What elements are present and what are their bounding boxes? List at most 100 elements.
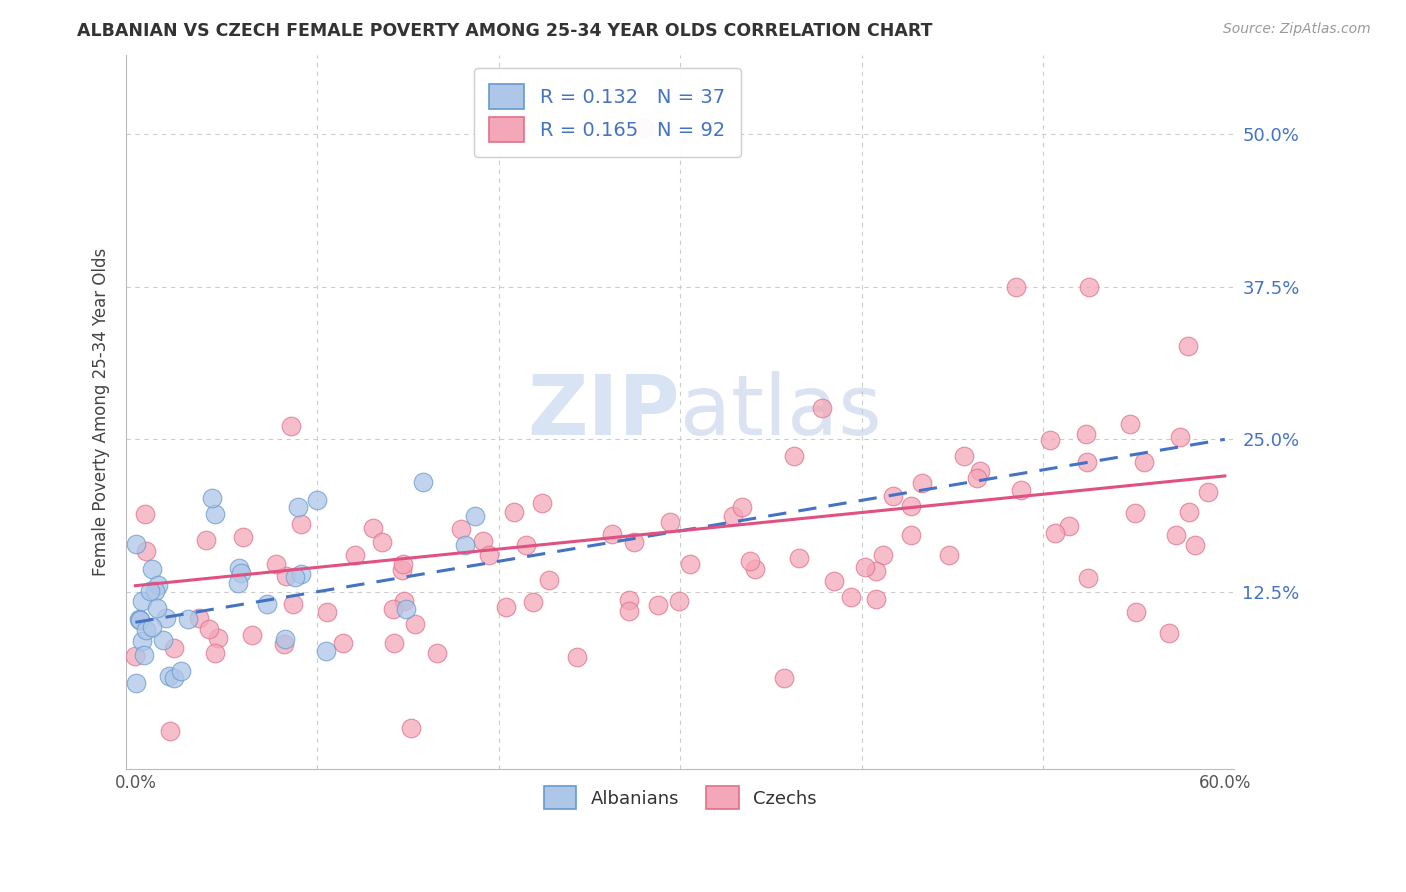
Point: [1077, 571, 1099, 585]
Point: [141, 561, 163, 575]
Point: [454, 538, 477, 552]
Point: [783, 449, 806, 463]
Point: [633, 121, 655, 136]
Point: [1159, 625, 1181, 640]
Point: [131, 593, 153, 607]
Point: [129, 613, 152, 627]
Point: [565, 649, 588, 664]
Point: [537, 573, 560, 587]
Point: [810, 401, 832, 416]
Legend: Albanians, Czechs: Albanians, Czechs: [536, 779, 824, 817]
Point: [273, 637, 295, 651]
Point: [204, 507, 226, 521]
Point: [853, 559, 876, 574]
Point: [865, 591, 887, 606]
Text: Source: ZipAtlas.com: Source: ZipAtlas.com: [1223, 22, 1371, 37]
Point: [361, 521, 384, 535]
Point: [1057, 519, 1080, 533]
Point: [125, 536, 148, 550]
Point: [399, 721, 422, 735]
Point: [139, 583, 162, 598]
Point: [1005, 280, 1028, 294]
Point: [240, 628, 263, 642]
Point: [530, 496, 553, 510]
Point: [290, 567, 312, 582]
Point: [1125, 605, 1147, 619]
Point: [274, 569, 297, 583]
Point: [1039, 433, 1062, 447]
Point: [129, 614, 152, 628]
Point: [404, 616, 426, 631]
Point: [177, 612, 200, 626]
Point: [478, 548, 501, 562]
Point: [290, 517, 312, 532]
Point: [1133, 455, 1156, 469]
Point: [787, 550, 810, 565]
Text: ALBANIAN VS CZECH FEMALE POVERTY AMONG 25-34 YEAR OLDS CORRELATION CHART: ALBANIAN VS CZECH FEMALE POVERTY AMONG 2…: [77, 22, 932, 40]
Point: [134, 507, 156, 521]
Point: [392, 557, 415, 571]
Point: [600, 527, 623, 541]
Point: [264, 558, 287, 572]
Point: [315, 605, 337, 619]
Point: [146, 601, 169, 615]
Point: [382, 635, 405, 649]
Point: [284, 570, 307, 584]
Point: [307, 493, 329, 508]
Point: [395, 601, 418, 615]
Point: [911, 475, 934, 490]
Point: [228, 560, 250, 574]
Point: [872, 549, 894, 563]
Point: [226, 576, 249, 591]
Point: [969, 464, 991, 478]
Point: [391, 563, 413, 577]
Point: [744, 561, 766, 575]
Point: [1177, 339, 1199, 353]
Point: [155, 611, 177, 625]
Point: [371, 535, 394, 549]
Point: [315, 644, 337, 658]
Point: [617, 604, 640, 618]
Point: [157, 669, 180, 683]
Point: [188, 611, 211, 625]
Point: [668, 594, 690, 608]
Point: [1076, 455, 1098, 469]
Point: [170, 664, 193, 678]
Point: [1197, 484, 1219, 499]
Point: [283, 597, 305, 611]
Point: [1074, 426, 1097, 441]
Point: [900, 528, 922, 542]
Point: [623, 534, 645, 549]
Point: [731, 500, 754, 515]
Point: [1077, 280, 1099, 294]
Point: [332, 636, 354, 650]
Point: [135, 544, 157, 558]
Point: [647, 599, 669, 613]
Point: [619, 592, 641, 607]
Point: [865, 564, 887, 578]
Point: [1010, 483, 1032, 498]
Point: [198, 622, 221, 636]
Point: [495, 599, 517, 614]
Point: [280, 419, 302, 434]
Point: [658, 515, 681, 529]
Point: [394, 594, 416, 608]
Point: [839, 591, 862, 605]
Point: [146, 578, 169, 592]
Point: [464, 509, 486, 524]
Point: [134, 648, 156, 663]
Point: [162, 671, 184, 685]
Point: [1045, 526, 1067, 541]
Point: [143, 584, 166, 599]
Point: [412, 475, 434, 489]
Point: [1184, 538, 1206, 552]
Point: [938, 548, 960, 562]
Point: [472, 533, 495, 548]
Point: [195, 533, 218, 548]
Point: [679, 557, 702, 571]
Point: [882, 489, 904, 503]
Point: [141, 620, 163, 634]
Point: [1168, 430, 1191, 444]
Point: [131, 634, 153, 648]
Point: [1166, 528, 1188, 542]
